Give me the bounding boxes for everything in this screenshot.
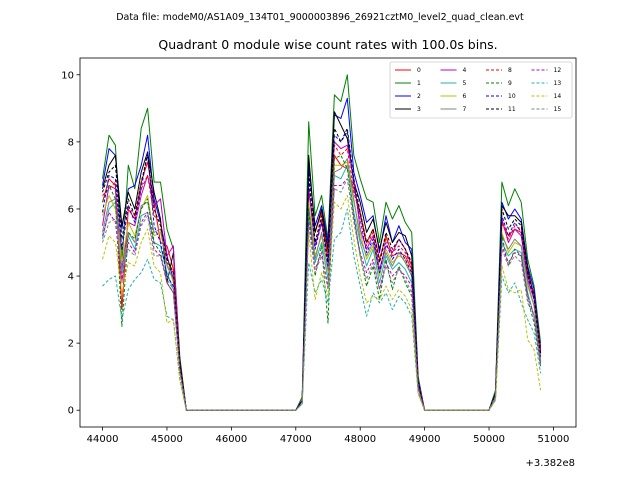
chart-title: Quadrant 0 module wise count rates with … [158, 37, 497, 52]
x-tick-label: 45000 [151, 434, 183, 445]
legend-label-15: 15 [554, 106, 562, 113]
legend-label-13: 13 [554, 80, 562, 87]
x-tick-label: 49000 [409, 434, 441, 445]
x-offset-label: +3.382e8 [525, 458, 575, 469]
y-tick-label: 8 [68, 137, 74, 148]
legend-label-7: 7 [463, 106, 467, 113]
y-tick-label: 0 [68, 406, 74, 417]
legend-box [389, 61, 573, 119]
plot-frame [79, 57, 577, 428]
legend-label-0: 0 [417, 67, 421, 74]
series-line-12 [102, 178, 542, 411]
series-line-10 [102, 131, 542, 411]
x-tick-label: 44000 [87, 434, 119, 445]
series-line-5 [102, 164, 542, 411]
series-line-6 [102, 161, 542, 411]
y-tick-label: 10 [61, 70, 74, 81]
legend-label-1: 1 [417, 80, 421, 87]
series-line-14 [102, 195, 542, 411]
legend-label-11: 11 [508, 106, 516, 113]
series-line-0 [102, 154, 542, 411]
series-line-9 [102, 154, 542, 411]
y-tick-label: 6 [68, 204, 74, 215]
y-tick-label: 4 [68, 272, 74, 283]
legend-label-6: 6 [463, 93, 467, 100]
legend-label-5: 5 [463, 80, 467, 87]
x-tick-label: 48000 [344, 434, 376, 445]
legend-label-10: 10 [508, 93, 516, 100]
legend-label-12: 12 [554, 67, 562, 74]
series-line-15 [102, 178, 542, 411]
series-line-13 [102, 208, 542, 411]
axes: 44000 45000 46000 47000 48000 49000 50000 51000… [61, 57, 577, 445]
series-lines [102, 74, 542, 411]
x-tick-label: 51000 [538, 434, 570, 445]
legend-label-3: 3 [417, 106, 421, 113]
x-tick-label: 47000 [280, 434, 312, 445]
legend-label-2: 2 [417, 93, 421, 100]
legend-label-8: 8 [508, 67, 512, 74]
legend-label-14: 14 [554, 93, 562, 100]
legend-label-4: 4 [463, 67, 467, 74]
legend-label-9: 9 [508, 80, 512, 87]
y-tick-label: 2 [68, 339, 74, 350]
suptitle: Data file: modeM0/AS1A09_134T01_90000038… [116, 12, 524, 23]
x-tick-label: 46000 [215, 434, 247, 445]
x-tick-label: 50000 [473, 434, 505, 445]
